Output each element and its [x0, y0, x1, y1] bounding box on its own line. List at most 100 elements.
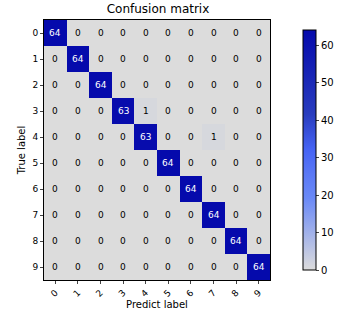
svg-text:0: 0	[75, 158, 81, 168]
svg-text:0: 0	[120, 54, 126, 64]
svg-text:0: 0	[75, 236, 81, 246]
svg-text:0: 0	[98, 210, 104, 220]
svg-text:6: 6	[184, 288, 195, 299]
svg-text:0: 0	[75, 210, 81, 220]
svg-text:Predict label: Predict label	[126, 299, 188, 310]
svg-text:0: 0	[188, 80, 194, 90]
svg-text:0: 0	[211, 236, 217, 246]
svg-text:0: 0	[165, 132, 171, 142]
svg-text:0: 0	[211, 80, 217, 90]
svg-text:0: 0	[211, 106, 217, 116]
svg-text:0: 0	[52, 236, 58, 246]
svg-text:0: 0	[143, 28, 149, 38]
svg-text:0: 0	[120, 210, 126, 220]
svg-text:0: 0	[49, 288, 60, 299]
svg-text:5: 5	[162, 288, 173, 299]
svg-text:0: 0	[143, 158, 149, 168]
svg-text:40: 40	[321, 115, 334, 126]
svg-text:0: 0	[120, 80, 126, 90]
svg-text:0: 0	[256, 236, 262, 246]
svg-text:64: 64	[230, 236, 242, 246]
svg-text:0: 0	[75, 262, 81, 272]
svg-text:1: 1	[32, 54, 38, 64]
svg-text:0: 0	[32, 28, 38, 38]
svg-text:0: 0	[233, 158, 239, 168]
svg-text:0: 0	[75, 28, 81, 38]
svg-text:0: 0	[143, 80, 149, 90]
svg-text:0: 0	[52, 210, 58, 220]
svg-text:30: 30	[321, 152, 334, 163]
svg-text:True label: True label	[16, 126, 27, 176]
svg-text:0: 0	[188, 262, 194, 272]
svg-text:4: 4	[32, 132, 38, 142]
svg-text:0: 0	[120, 28, 126, 38]
svg-text:0: 0	[75, 80, 81, 90]
svg-text:0: 0	[98, 28, 104, 38]
svg-text:0: 0	[233, 132, 239, 142]
svg-text:0: 0	[143, 262, 149, 272]
svg-text:0: 0	[165, 54, 171, 64]
svg-text:0: 0	[98, 54, 104, 64]
svg-text:0: 0	[256, 106, 262, 116]
svg-text:0: 0	[233, 28, 239, 38]
svg-text:64: 64	[72, 54, 84, 64]
svg-text:7: 7	[207, 288, 218, 299]
svg-text:0: 0	[256, 54, 262, 64]
svg-text:0: 0	[211, 262, 217, 272]
svg-text:2: 2	[94, 288, 105, 299]
svg-text:50: 50	[321, 77, 334, 88]
svg-text:0: 0	[120, 236, 126, 246]
svg-text:9: 9	[252, 288, 263, 299]
svg-text:0: 0	[188, 106, 194, 116]
svg-text:0: 0	[98, 262, 104, 272]
svg-text:0: 0	[52, 158, 58, 168]
svg-text:0: 0	[120, 262, 126, 272]
svg-text:3: 3	[32, 106, 38, 116]
svg-text:0: 0	[52, 54, 58, 64]
svg-text:0: 0	[75, 184, 81, 194]
svg-text:3: 3	[117, 288, 128, 299]
svg-text:0: 0	[143, 210, 149, 220]
svg-text:0: 0	[211, 54, 217, 64]
svg-text:64: 64	[253, 262, 265, 272]
svg-text:0: 0	[143, 54, 149, 64]
svg-text:64: 64	[185, 184, 197, 194]
svg-text:0: 0	[120, 132, 126, 142]
svg-text:0: 0	[165, 28, 171, 38]
svg-text:0: 0	[256, 28, 262, 38]
svg-text:0: 0	[98, 132, 104, 142]
svg-text:0: 0	[52, 132, 58, 142]
svg-text:0: 0	[188, 54, 194, 64]
svg-text:64: 64	[49, 28, 61, 38]
svg-text:5: 5	[32, 158, 38, 168]
svg-text:0: 0	[188, 132, 194, 142]
svg-text:1: 1	[71, 288, 82, 299]
svg-text:8: 8	[32, 236, 38, 246]
svg-text:0: 0	[52, 80, 58, 90]
svg-text:0: 0	[233, 184, 239, 194]
svg-text:0: 0	[120, 158, 126, 168]
svg-text:0: 0	[233, 262, 239, 272]
svg-text:8: 8	[230, 288, 241, 299]
svg-text:0: 0	[52, 106, 58, 116]
svg-text:Confusion matrix: Confusion matrix	[107, 2, 210, 16]
svg-text:0: 0	[98, 236, 104, 246]
svg-text:64: 64	[208, 210, 220, 220]
svg-text:1: 1	[211, 132, 217, 142]
svg-text:10: 10	[321, 227, 334, 238]
svg-text:0: 0	[165, 236, 171, 246]
svg-text:7: 7	[32, 210, 38, 220]
svg-text:0: 0	[143, 236, 149, 246]
svg-text:0: 0	[188, 236, 194, 246]
svg-text:0: 0	[233, 80, 239, 90]
svg-text:0: 0	[211, 158, 217, 168]
svg-text:2: 2	[32, 80, 38, 90]
svg-text:60: 60	[321, 40, 334, 51]
svg-text:0: 0	[233, 210, 239, 220]
svg-text:1: 1	[143, 106, 149, 116]
svg-text:0: 0	[165, 262, 171, 272]
svg-text:4: 4	[139, 288, 150, 299]
svg-text:0: 0	[188, 210, 194, 220]
svg-text:0: 0	[256, 80, 262, 90]
svg-text:64: 64	[95, 80, 107, 90]
